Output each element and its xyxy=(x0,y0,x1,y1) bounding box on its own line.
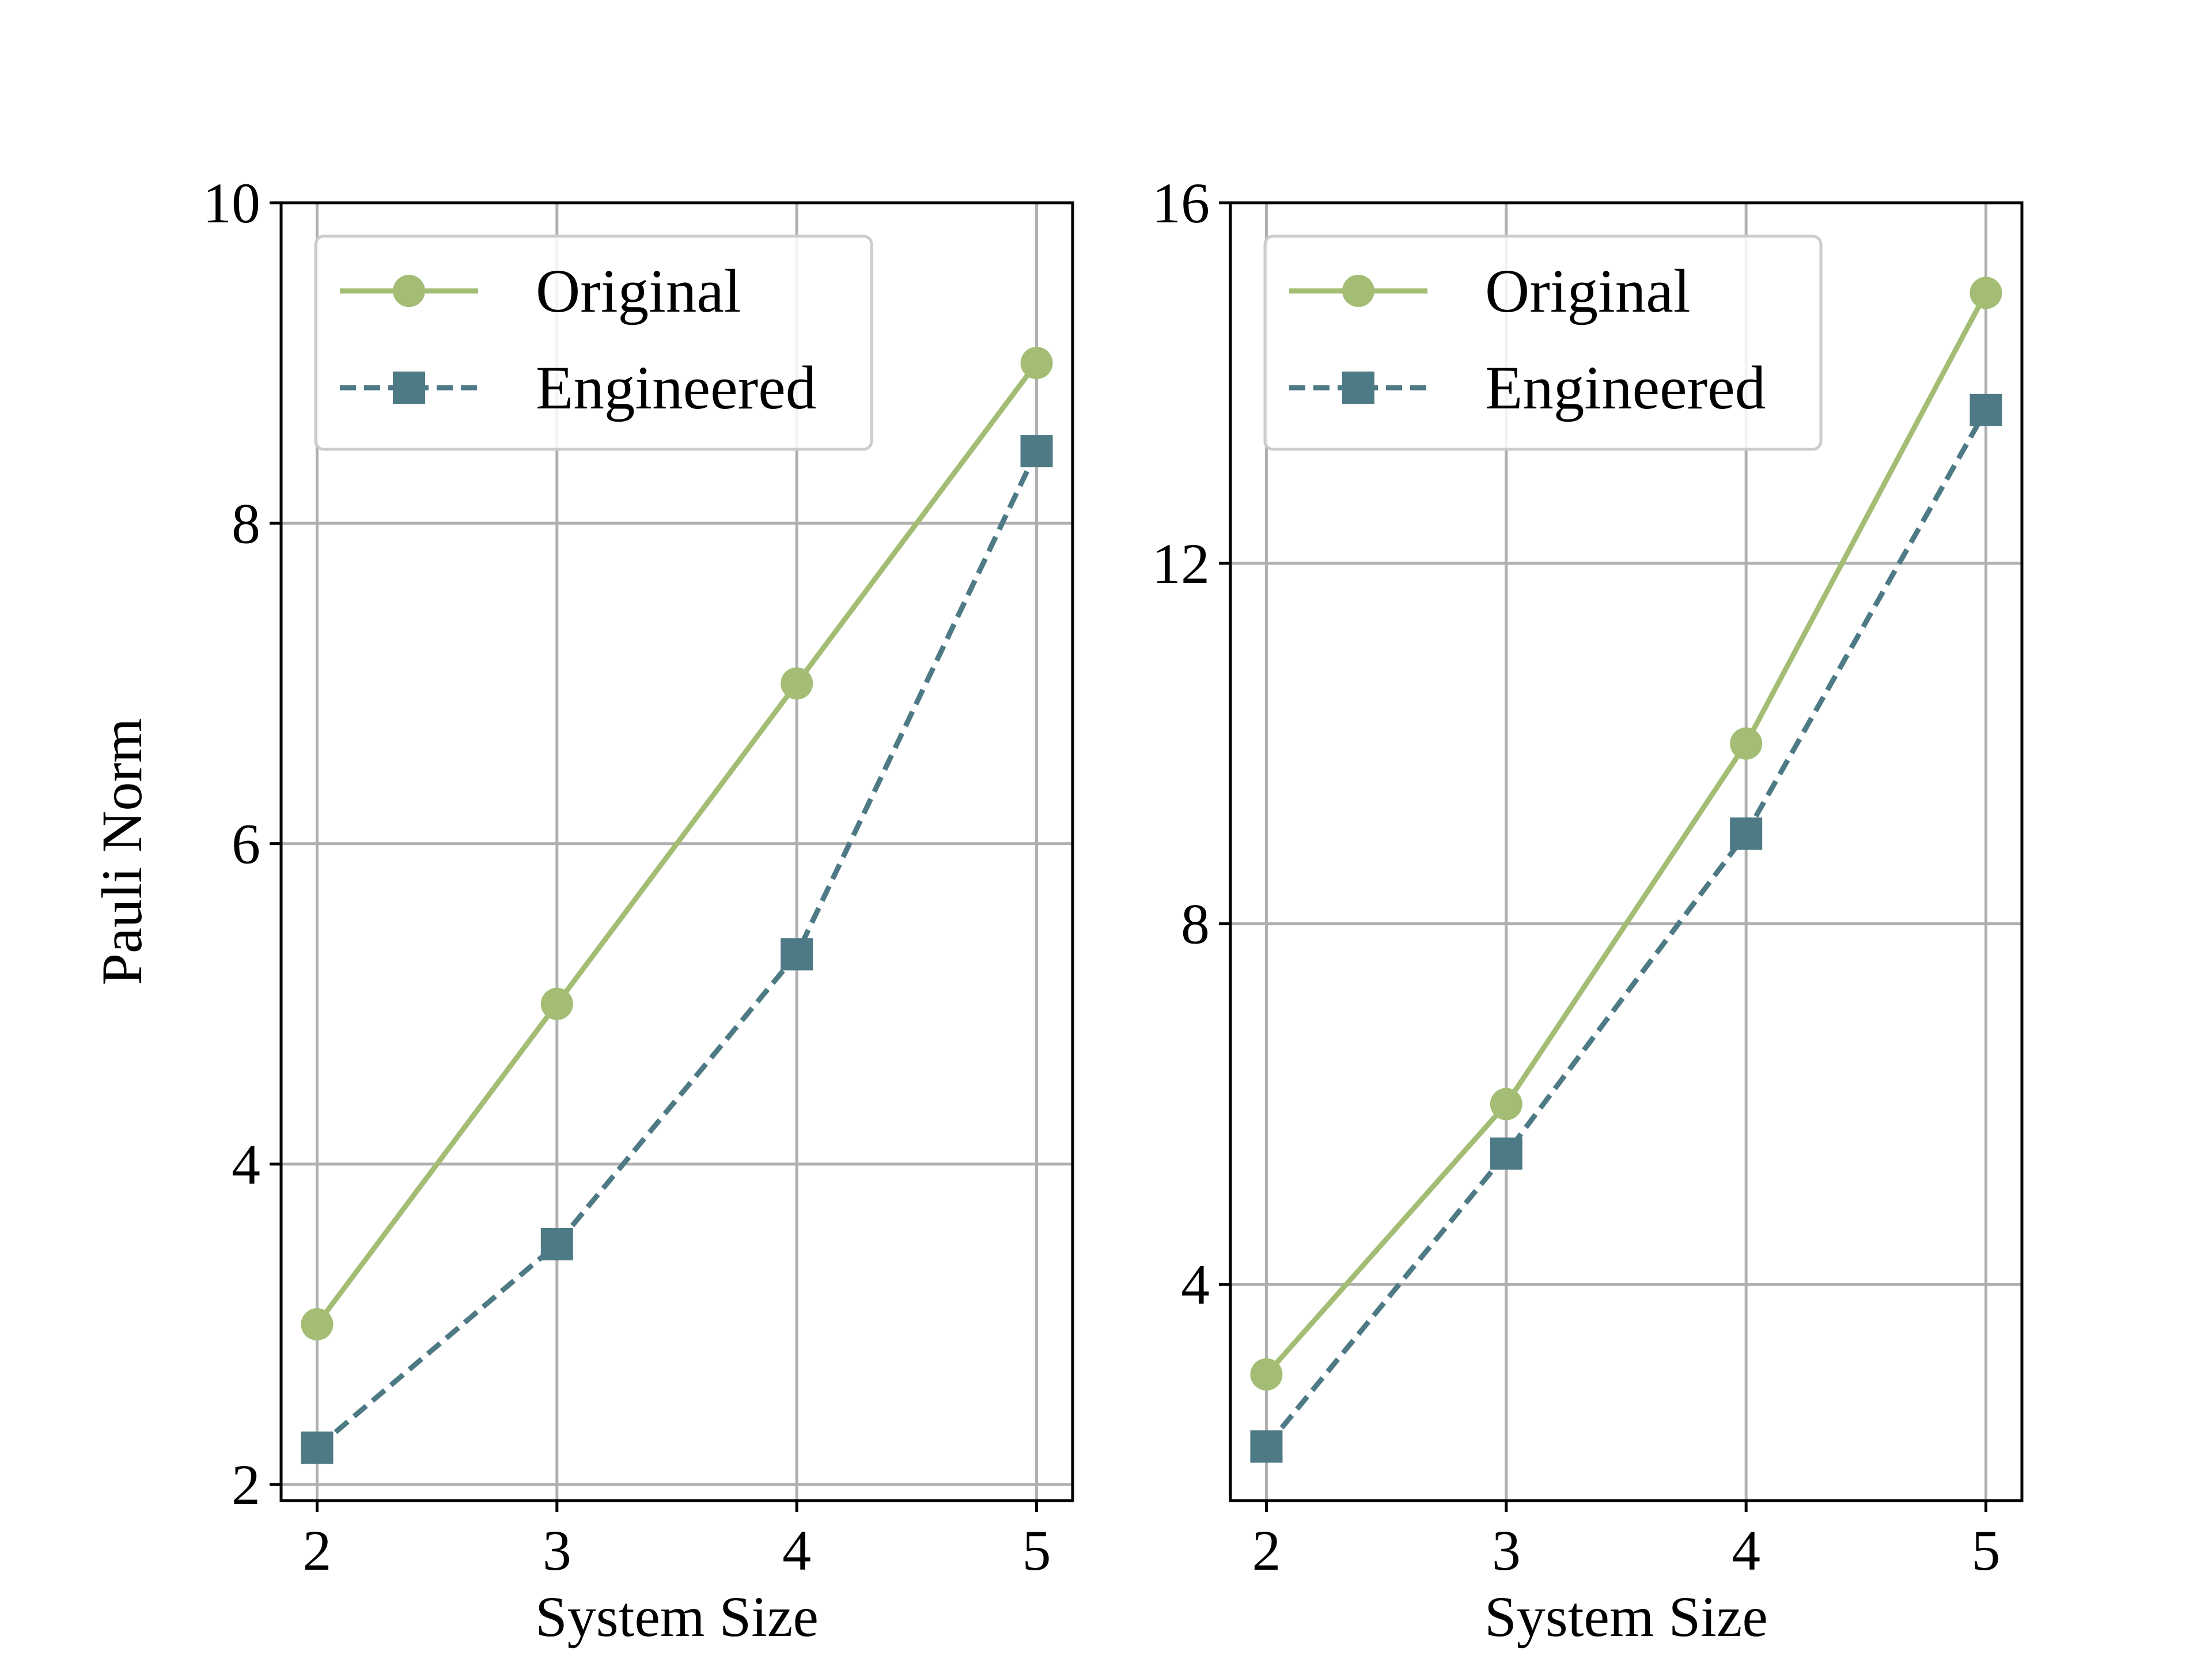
y-tick-label: 10 xyxy=(203,171,260,235)
legend-label-original: Original xyxy=(536,257,741,325)
x-axis-label: System Size xyxy=(535,1585,819,1649)
y-tick-label: 16 xyxy=(1152,171,1210,235)
legend-label-engineered: Engineered xyxy=(1485,354,1766,422)
data-point-engineered xyxy=(1969,393,2002,426)
x-tick-label: 3 xyxy=(1492,1518,1521,1582)
data-point-engineered xyxy=(1730,817,1763,850)
y-tick-label: 8 xyxy=(232,491,260,555)
data-point-engineered xyxy=(301,1431,334,1464)
series-line-engineered xyxy=(315,450,1039,1450)
left-chart-panel: 2 3 4 5 2 4 6 8 10 System Size Pauli Norm Original E… xyxy=(90,171,1074,1649)
legend-label-original: Original xyxy=(1485,257,1691,325)
axes-frame xyxy=(279,201,1074,1502)
legend-marker-original xyxy=(393,275,425,307)
y-tick-label: 4 xyxy=(232,1132,260,1196)
x-axis-label: System Size xyxy=(1484,1585,1768,1649)
data-point-original xyxy=(1250,1358,1283,1391)
right-chart-panel: 2 3 4 5 4 8 12 16 System Size Original Engineered xyxy=(1152,171,2024,1649)
data-point-engineered xyxy=(781,938,813,971)
legend-marker-original xyxy=(1342,275,1374,307)
y-tick-label: 6 xyxy=(232,812,260,876)
series-line-original xyxy=(315,361,1039,1326)
data-point-engineered xyxy=(1250,1430,1283,1463)
data-point-engineered xyxy=(540,1228,573,1260)
y-tick-label: 12 xyxy=(1152,532,1210,596)
y-tick-label: 2 xyxy=(232,1453,260,1517)
legend-marker-engineered xyxy=(1342,372,1374,404)
x-tick-label: 4 xyxy=(782,1518,811,1582)
x-tick-label: 4 xyxy=(1732,1518,1760,1582)
x-tick-label: 2 xyxy=(1252,1518,1281,1582)
series-line-original xyxy=(1264,291,1988,1376)
x-tick-label: 3 xyxy=(543,1518,571,1582)
series-line-engineered xyxy=(1264,408,1988,1448)
x-tick-label: 2 xyxy=(302,1518,331,1582)
data-point-original xyxy=(781,667,813,700)
data-point-engineered xyxy=(1490,1137,1522,1170)
data-point-original xyxy=(1730,727,1763,760)
data-point-original xyxy=(1969,276,2002,309)
legend: Original Engineered xyxy=(314,234,873,451)
y-tick-label: 4 xyxy=(1181,1253,1210,1317)
data-point-engineered xyxy=(1020,435,1053,468)
axes-frame xyxy=(1229,201,2024,1502)
y-tick-label: 8 xyxy=(1181,892,1210,956)
data-point-original xyxy=(1020,347,1053,380)
x-tick-label: 5 xyxy=(1022,1518,1051,1582)
data-point-original xyxy=(1490,1088,1522,1120)
legend: Original Engineered xyxy=(1263,234,1823,451)
legend-label-engineered: Engineered xyxy=(536,354,816,422)
y-axis-label: Pauli Norm xyxy=(90,718,154,986)
x-tick-label: 5 xyxy=(1972,1518,2001,1582)
legend-marker-engineered xyxy=(393,372,425,404)
data-point-original xyxy=(301,1308,334,1341)
data-point-original xyxy=(540,987,573,1020)
